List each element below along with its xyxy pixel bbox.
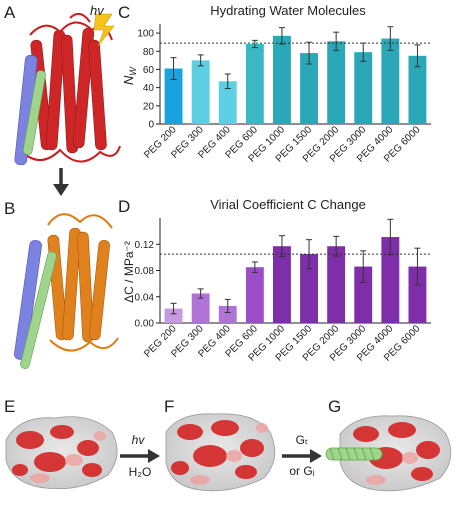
bar-peg-200 bbox=[164, 308, 183, 323]
bar-peg-1000 bbox=[273, 35, 291, 125]
bar-peg-6000 bbox=[408, 55, 427, 125]
bar-peg-200 bbox=[164, 68, 183, 124]
hv-label-f: hv bbox=[132, 433, 146, 447]
bar-peg-300 bbox=[191, 60, 210, 124]
y-tick-label: 0 bbox=[148, 120, 154, 131]
y-axis-label-c: NW bbox=[121, 66, 138, 85]
down-arrow-head bbox=[53, 184, 69, 196]
surface-g bbox=[339, 415, 452, 492]
bar-peg-600 bbox=[245, 267, 264, 323]
panel-label-b: B bbox=[4, 199, 15, 218]
y-tick-label: 100 bbox=[137, 29, 154, 40]
y-axis-label-d: ΔC / MPa⁻² bbox=[122, 241, 136, 303]
helix-g bbox=[325, 447, 383, 461]
gt-label: Gₜ bbox=[296, 433, 309, 447]
bar-peg-1500 bbox=[300, 254, 318, 323]
panel-label-d: D bbox=[118, 197, 130, 216]
chart-title-c: Hydrating Water Molecules bbox=[210, 3, 366, 18]
protein-structure-b bbox=[14, 213, 119, 369]
panel-label-c: C bbox=[118, 3, 130, 22]
bar-peg-1000 bbox=[273, 246, 291, 323]
bar-peg-400 bbox=[218, 81, 237, 124]
bar-peg-2000 bbox=[327, 41, 346, 124]
bar-peg-6000 bbox=[408, 266, 427, 323]
lightning-icon bbox=[93, 13, 115, 47]
hv-label-a: hv bbox=[90, 3, 105, 18]
h2o-label: H₂O bbox=[129, 465, 152, 479]
y-tick-label: 0.08 bbox=[135, 266, 155, 277]
right-arrow-2-head bbox=[310, 449, 322, 463]
bar-peg-3000 bbox=[354, 266, 373, 323]
or-gi-label: or Gᵢ bbox=[289, 464, 314, 478]
bar-peg-4000 bbox=[381, 38, 400, 124]
bar-peg-3000 bbox=[354, 52, 373, 124]
bar-peg-4000 bbox=[381, 237, 400, 323]
y-tick-label: 0.04 bbox=[135, 292, 155, 303]
panel-label-f: F bbox=[164, 397, 174, 416]
surface-e bbox=[5, 416, 118, 490]
bar-peg-400 bbox=[218, 305, 237, 323]
y-tick-label: 40 bbox=[143, 83, 155, 94]
y-tick-label: 0.00 bbox=[135, 319, 155, 330]
bar-peg-600 bbox=[245, 44, 264, 124]
y-tick-label: 20 bbox=[143, 101, 155, 112]
panel-label-a: A bbox=[4, 3, 16, 22]
bar-peg-300 bbox=[191, 293, 210, 323]
panel-label-g: G bbox=[328, 397, 341, 416]
panel-label-e: E bbox=[4, 397, 15, 416]
chart-title-d: Virial Coefficient C Change bbox=[210, 197, 366, 212]
right-arrow-1-head bbox=[148, 449, 160, 463]
bar-peg-1500 bbox=[300, 53, 318, 124]
y-tick-label: 80 bbox=[143, 47, 155, 58]
y-tick-label: 60 bbox=[143, 65, 155, 76]
y-tick-label: 0.12 bbox=[135, 240, 155, 251]
surface-f bbox=[165, 413, 276, 492]
bar-peg-2000 bbox=[327, 246, 346, 323]
